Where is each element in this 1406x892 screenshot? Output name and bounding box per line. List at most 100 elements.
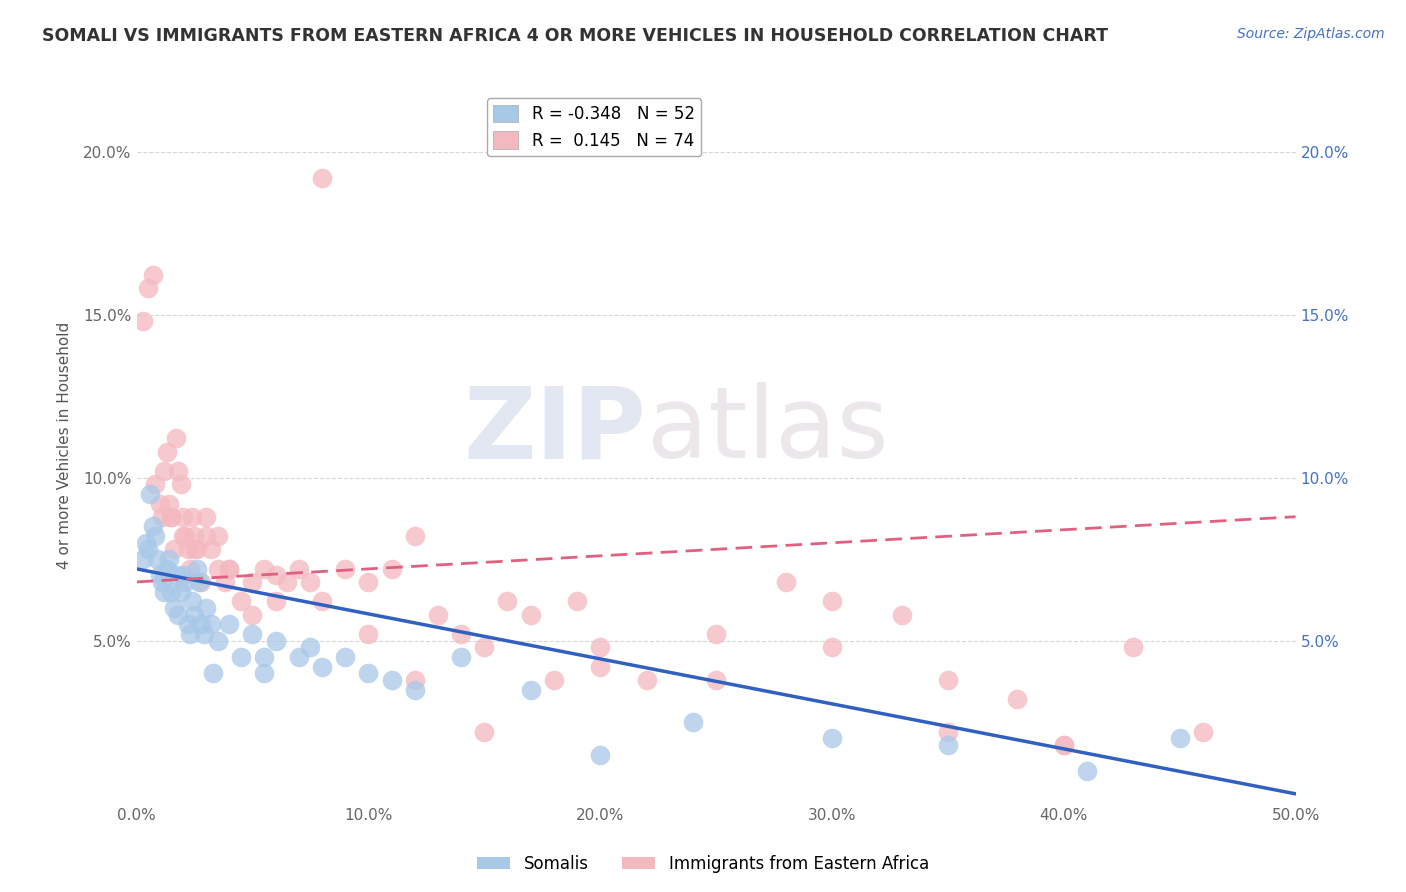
Point bbox=[357, 627, 380, 641]
Point bbox=[589, 747, 612, 762]
Point bbox=[165, 432, 187, 446]
Point bbox=[143, 477, 166, 491]
Point bbox=[157, 497, 180, 511]
Point bbox=[821, 594, 844, 608]
Point bbox=[160, 509, 183, 524]
Point bbox=[143, 529, 166, 543]
Point bbox=[704, 673, 727, 687]
Point bbox=[333, 562, 356, 576]
Point bbox=[1076, 764, 1098, 778]
Point bbox=[162, 542, 184, 557]
Point bbox=[821, 640, 844, 654]
Point bbox=[136, 542, 159, 557]
Point bbox=[186, 542, 208, 557]
Point bbox=[299, 640, 322, 654]
Point bbox=[704, 627, 727, 641]
Point bbox=[165, 568, 187, 582]
Point bbox=[169, 584, 191, 599]
Point bbox=[190, 617, 212, 632]
Point bbox=[357, 574, 380, 589]
Point bbox=[264, 594, 287, 608]
Text: ZIP: ZIP bbox=[464, 382, 647, 479]
Point bbox=[218, 562, 240, 576]
Point bbox=[160, 584, 183, 599]
Point bbox=[380, 562, 402, 576]
Point bbox=[157, 552, 180, 566]
Point bbox=[404, 673, 426, 687]
Point bbox=[242, 627, 264, 641]
Point bbox=[890, 607, 912, 622]
Point bbox=[1192, 725, 1215, 739]
Point bbox=[179, 562, 201, 576]
Point bbox=[181, 509, 204, 524]
Point bbox=[156, 444, 179, 458]
Point bbox=[202, 666, 225, 681]
Point bbox=[264, 568, 287, 582]
Point bbox=[142, 268, 165, 283]
Point bbox=[150, 509, 173, 524]
Point bbox=[132, 552, 155, 566]
Point bbox=[183, 529, 205, 543]
Point bbox=[357, 666, 380, 681]
Text: Source: ZipAtlas.com: Source: ZipAtlas.com bbox=[1237, 27, 1385, 41]
Point bbox=[149, 568, 172, 582]
Point bbox=[496, 594, 519, 608]
Point bbox=[153, 464, 176, 478]
Point bbox=[426, 607, 449, 622]
Point bbox=[136, 281, 159, 295]
Text: atlas: atlas bbox=[647, 382, 889, 479]
Point bbox=[179, 627, 201, 641]
Point bbox=[190, 574, 212, 589]
Point bbox=[589, 640, 612, 654]
Point bbox=[242, 574, 264, 589]
Legend: R = -0.348   N = 52, R =  0.145   N = 74: R = -0.348 N = 52, R = 0.145 N = 74 bbox=[486, 98, 702, 156]
Point bbox=[519, 607, 541, 622]
Point bbox=[333, 649, 356, 664]
Point bbox=[153, 584, 176, 599]
Point bbox=[200, 542, 222, 557]
Point bbox=[174, 574, 197, 589]
Point bbox=[156, 562, 179, 576]
Point bbox=[193, 627, 215, 641]
Point bbox=[311, 659, 333, 673]
Point bbox=[183, 607, 205, 622]
Point bbox=[264, 633, 287, 648]
Point bbox=[565, 594, 588, 608]
Y-axis label: 4 or more Vehicles in Household: 4 or more Vehicles in Household bbox=[58, 321, 72, 568]
Point bbox=[1122, 640, 1144, 654]
Point bbox=[936, 738, 959, 752]
Point bbox=[149, 497, 172, 511]
Point bbox=[183, 542, 205, 557]
Point bbox=[186, 562, 208, 576]
Point bbox=[311, 170, 333, 185]
Point bbox=[195, 509, 218, 524]
Point bbox=[242, 607, 264, 622]
Point bbox=[253, 666, 276, 681]
Point bbox=[380, 673, 402, 687]
Point bbox=[207, 633, 229, 648]
Point bbox=[174, 529, 197, 543]
Point bbox=[636, 673, 658, 687]
Point bbox=[218, 562, 240, 576]
Point bbox=[229, 594, 252, 608]
Point bbox=[167, 464, 190, 478]
Point bbox=[162, 601, 184, 615]
Point bbox=[1168, 731, 1191, 746]
Point bbox=[276, 574, 298, 589]
Point bbox=[253, 562, 276, 576]
Point bbox=[207, 529, 229, 543]
Point bbox=[132, 314, 155, 328]
Point bbox=[160, 509, 183, 524]
Point bbox=[181, 594, 204, 608]
Point bbox=[214, 574, 236, 589]
Point bbox=[150, 574, 173, 589]
Point bbox=[589, 659, 612, 673]
Point bbox=[1053, 738, 1076, 752]
Point bbox=[207, 562, 229, 576]
Text: SOMALI VS IMMIGRANTS FROM EASTERN AFRICA 4 OR MORE VEHICLES IN HOUSEHOLD CORRELA: SOMALI VS IMMIGRANTS FROM EASTERN AFRICA… bbox=[42, 27, 1108, 45]
Point bbox=[218, 617, 240, 632]
Point bbox=[936, 725, 959, 739]
Point bbox=[1053, 738, 1076, 752]
Point bbox=[195, 529, 218, 543]
Point bbox=[299, 574, 322, 589]
